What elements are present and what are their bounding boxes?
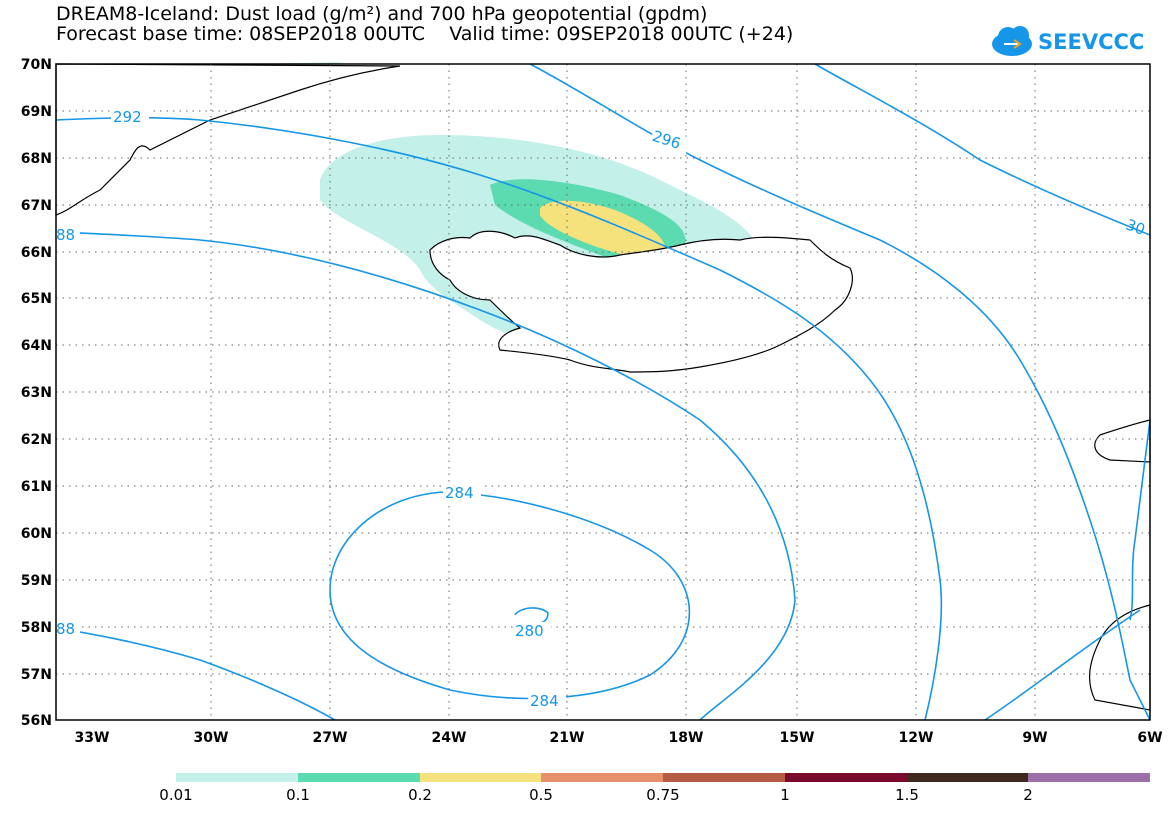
contour-296-south — [984, 609, 1141, 721]
contour-label-284-south: 284 — [530, 692, 559, 710]
colorbar-swatch — [176, 773, 298, 782]
cloud-logo-icon — [992, 26, 1032, 56]
lat-label: 59N — [21, 573, 52, 589]
geopotential-contours — [55, 63, 1151, 721]
lon-label: 30W — [194, 730, 229, 746]
map-subtitle: Forecast base time: 08SEP2018 00UTC Vali… — [56, 23, 794, 45]
colorbar-label: 1 — [780, 786, 790, 804]
latitude-labels: 70N 69N 68N 67N 66N 65N 64N 63N 62N 61N … — [21, 57, 52, 729]
coastlines — [55, 63, 1151, 711]
logo-text: SEEVCCC — [1038, 30, 1144, 54]
colorbar-label: 0.2 — [408, 786, 432, 804]
contour-288-east — [1129, 419, 1151, 621]
colorbar-swatch — [907, 773, 1028, 782]
contour-label-300: 30 — [1123, 215, 1147, 238]
lon-label: 33W — [75, 730, 110, 746]
lat-label: 58N — [21, 620, 52, 636]
colorbar-label: 0.5 — [529, 786, 553, 804]
lat-label: 61N — [21, 479, 52, 495]
map-frame — [55, 63, 1151, 721]
lon-label: 6W — [1137, 730, 1162, 746]
colorbar: 0.01 0.1 0.2 0.5 0.75 1 1.5 2 — [159, 773, 1150, 804]
lon-label: 9W — [1022, 730, 1047, 746]
contour-300 — [814, 63, 1151, 236]
contour-288-south — [55, 627, 336, 721]
lat-label: 65N — [21, 291, 52, 307]
lat-label: 70N — [21, 57, 52, 73]
lat-label: 63N — [21, 385, 52, 401]
contour-label-288-north: 88 — [56, 226, 75, 244]
contour-label-group: 292 296 30 88 88 284 284 280 — [56, 108, 1148, 710]
contour-label-280: 280 — [515, 622, 544, 640]
colorbar-swatch — [1028, 773, 1150, 782]
contour-label-288-south: 88 — [56, 620, 75, 638]
scotland-coast — [1089, 604, 1151, 711]
contour-label-292: 292 — [113, 108, 142, 126]
colorbar-swatch — [420, 773, 541, 782]
colorbar-label: 2 — [1023, 786, 1033, 804]
contour-284 — [329, 491, 691, 700]
lat-label: 57N — [21, 667, 52, 683]
longitude-labels: 33W 30W 27W 24W 21W 18W 15W 12W 9W 6W — [75, 730, 1163, 746]
lat-label: 67N — [21, 198, 52, 214]
greenland-coast — [55, 63, 401, 216]
contour-label-284-north: 284 — [445, 484, 474, 502]
map-title: DREAM8-Iceland: Dust load (g/m²) and 700… — [56, 3, 708, 25]
iceland-coast — [429, 230, 853, 373]
contour-288-north — [55, 231, 796, 721]
colorbar-label: 0.75 — [646, 786, 679, 804]
seevccc-logo: SEEVCCC — [992, 26, 1144, 56]
colorbar-swatch — [785, 773, 907, 782]
lat-label: 68N — [21, 151, 52, 167]
colorbar-label: 0.01 — [159, 786, 192, 804]
norway-coast — [1094, 419, 1151, 463]
lat-label: 56N — [21, 713, 52, 729]
lat-label: 64N — [21, 338, 52, 354]
lon-label: 15W — [780, 730, 815, 746]
dust-region-high — [540, 200, 666, 259]
colorbar-swatch — [298, 773, 420, 782]
colorbar-swatch — [663, 773, 785, 782]
colorbar-label: 1.5 — [895, 786, 919, 804]
lon-label: 24W — [432, 730, 467, 746]
lon-label: 21W — [550, 730, 585, 746]
lat-label: 69N — [21, 104, 52, 120]
lat-label: 60N — [21, 526, 52, 542]
lon-label: 18W — [669, 730, 704, 746]
contour-label-296: 296 — [650, 127, 683, 153]
lon-label: 12W — [899, 730, 934, 746]
lon-label: 27W — [313, 730, 348, 746]
colorbar-label: 0.1 — [286, 786, 310, 804]
colorbar-swatch — [541, 773, 663, 782]
lat-label: 66N — [21, 245, 52, 261]
contour-292 — [55, 116, 943, 721]
lat-label: 62N — [21, 432, 52, 448]
